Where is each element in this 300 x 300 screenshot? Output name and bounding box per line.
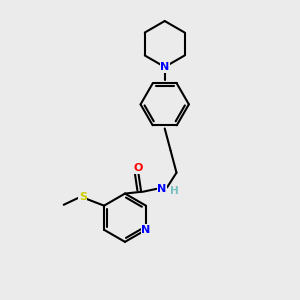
Text: N: N [141, 225, 151, 235]
Text: O: O [134, 163, 143, 173]
Text: N: N [160, 62, 169, 72]
Text: N: N [157, 184, 167, 194]
Text: S: S [79, 192, 87, 203]
Text: H: H [170, 186, 178, 196]
